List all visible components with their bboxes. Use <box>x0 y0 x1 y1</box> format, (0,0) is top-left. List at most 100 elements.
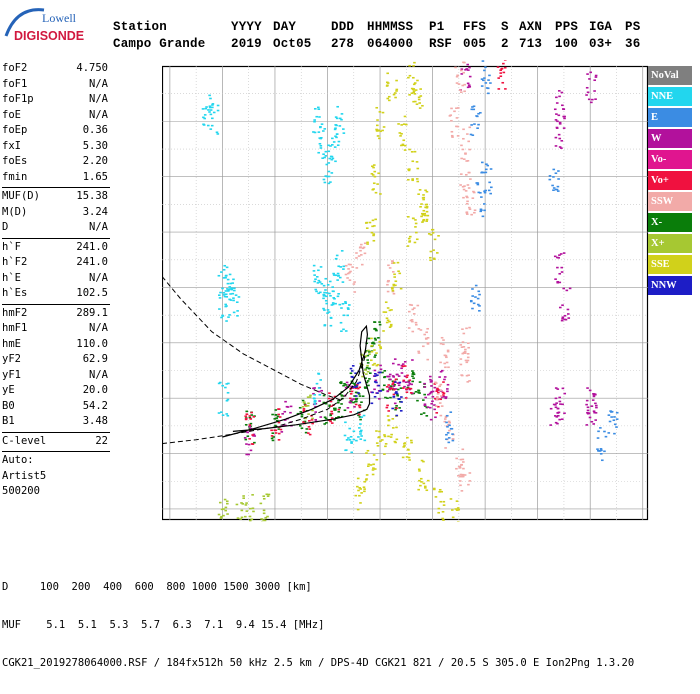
echo-dot <box>374 321 377 323</box>
echo-dot <box>402 363 405 365</box>
echo-dot <box>392 396 395 398</box>
echo-dot <box>555 137 558 139</box>
echo-dot <box>410 442 413 444</box>
echo-dot <box>384 376 387 378</box>
echo-dot <box>443 504 446 506</box>
echo-dot <box>558 397 561 399</box>
echo-dot <box>233 312 236 314</box>
echo-dot <box>390 436 393 438</box>
echo-dot <box>465 328 468 330</box>
echo-dot <box>600 448 603 450</box>
echo-dot <box>395 405 398 407</box>
echo-dot <box>382 389 385 391</box>
echo-dot <box>465 212 468 214</box>
echo-dot <box>322 130 325 132</box>
echo-dot <box>561 92 564 94</box>
echo-dot <box>358 382 361 384</box>
param-name: foF1p <box>2 92 34 108</box>
echo-dot <box>460 70 463 72</box>
echo-dot <box>427 480 430 482</box>
echo-dot <box>489 82 492 84</box>
echo-dot <box>397 398 400 400</box>
echo-dot <box>313 398 316 400</box>
echo-dot <box>373 328 376 330</box>
echo-dot <box>329 145 332 147</box>
echo-dot <box>485 163 488 165</box>
echo-dot <box>466 197 469 199</box>
echo-dot <box>339 277 342 279</box>
echo-dot <box>374 339 377 341</box>
echo-dot <box>421 213 424 215</box>
param-name: yE <box>2 383 15 399</box>
echo-dot <box>549 179 552 181</box>
echo-dot <box>338 407 341 409</box>
echo-dot <box>329 295 332 297</box>
echo-dot <box>421 105 424 107</box>
echo-dot <box>410 392 413 394</box>
echo-dot <box>241 503 244 505</box>
echo-dot <box>371 351 374 353</box>
echo-dot <box>251 434 254 436</box>
echo-dot <box>448 422 451 424</box>
echo-dot <box>317 107 320 109</box>
echo-dot <box>567 313 570 315</box>
echo-dot <box>237 517 240 519</box>
echo-dot <box>346 277 349 279</box>
echo-dot <box>224 304 227 306</box>
echo-dot <box>488 190 491 192</box>
echo-dot <box>460 158 463 160</box>
header-label-iga: IGA <box>589 20 612 34</box>
echo-dot <box>608 414 611 416</box>
echo-dot <box>223 269 226 271</box>
echo-dot <box>337 296 340 298</box>
echo-dot <box>416 161 419 163</box>
echo-dot <box>417 193 420 195</box>
echo-dot <box>468 327 471 329</box>
echo-dot <box>390 309 393 311</box>
echo-dot <box>271 435 274 437</box>
echo-dot <box>374 380 377 382</box>
echo-dot <box>360 492 363 494</box>
echo-dot <box>377 129 380 131</box>
echo-dot <box>593 90 596 92</box>
echo-dot <box>313 265 316 267</box>
echo-dot <box>586 424 589 426</box>
echo-dot <box>351 391 354 393</box>
echo-dot <box>302 400 305 402</box>
echo-dot <box>446 388 449 390</box>
echo-dot <box>398 407 401 409</box>
header-label-ps: PS <box>625 20 640 34</box>
echo-dot <box>601 459 604 461</box>
echo-dot <box>355 440 358 442</box>
echo-dot <box>387 415 390 417</box>
echo-dot <box>558 90 561 92</box>
echo-dot <box>591 405 594 407</box>
echo-dot <box>349 398 352 400</box>
echo-dot <box>463 90 466 92</box>
echo-dot <box>387 82 390 84</box>
echo-dot <box>460 91 463 93</box>
echo-dot <box>353 406 356 408</box>
echo-dot <box>462 461 465 463</box>
echo-dot <box>229 274 232 276</box>
echo-dot <box>567 317 570 319</box>
echo-dot <box>363 488 366 490</box>
echo-dot <box>466 213 469 215</box>
echo-dot <box>332 273 335 275</box>
echo-dot <box>445 422 448 424</box>
echo-dot <box>429 407 432 409</box>
echo-dot <box>203 118 206 120</box>
echo-dot <box>221 288 224 290</box>
echo-dot <box>418 328 421 330</box>
echo-dot <box>480 209 483 211</box>
echo-dot <box>400 396 403 398</box>
echo-dot <box>439 489 442 491</box>
echo-dot <box>387 291 390 293</box>
echo-dot <box>430 419 433 421</box>
echo-dot <box>218 308 221 310</box>
echo-dot <box>208 111 211 113</box>
echo-dot <box>588 78 591 80</box>
echo-dot <box>317 373 320 375</box>
echo-dot <box>461 490 464 492</box>
echo-dot <box>209 105 212 107</box>
